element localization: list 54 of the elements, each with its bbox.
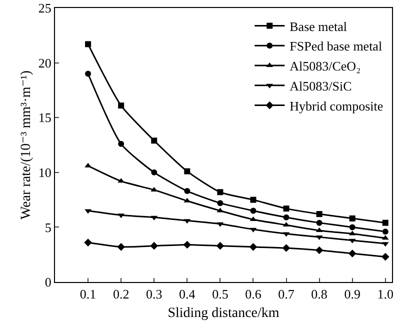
- point: [315, 246, 324, 254]
- legend-label: Base metal: [290, 18, 348, 34]
- legend-label: FSPed base metal: [290, 38, 382, 54]
- point: [184, 188, 190, 194]
- x-tick-label: 0.4: [179, 286, 196, 302]
- point: [216, 242, 224, 250]
- legend-label: Al5083/CeO₂: [290, 58, 361, 74]
- y-tick-label: 15: [38, 110, 52, 126]
- point: [85, 70, 92, 77]
- x-axis-title: Sliding distance/km: [168, 306, 280, 321]
- point: [85, 41, 92, 48]
- point: [217, 200, 224, 206]
- y-axis-title: Wear rate/(10⁻³ mm³·m⁻¹): [19, 70, 34, 220]
- point: [150, 242, 158, 250]
- point: [84, 238, 92, 246]
- x-tick-label: 0.9: [344, 286, 360, 302]
- y-tick-label: 25: [38, 0, 52, 16]
- legend-label: Al5083/SiC: [290, 78, 352, 94]
- point: [348, 250, 356, 258]
- y-tick-label: 5: [44, 220, 52, 235]
- point: [249, 243, 258, 251]
- point: [118, 102, 124, 109]
- point: [282, 244, 290, 252]
- point: [183, 240, 192, 249]
- x-tick-label: 0.5: [212, 286, 228, 302]
- point: [117, 243, 125, 251]
- point: [118, 140, 124, 147]
- x-tick-label: 1.0: [377, 286, 394, 302]
- legend-label: Hybrid composite: [290, 98, 384, 114]
- point: [283, 206, 290, 212]
- point: [283, 214, 290, 220]
- x-tick-label: 0.7: [278, 286, 295, 302]
- point: [151, 169, 158, 176]
- x-tick-label: 0.6: [245, 286, 262, 302]
- point: [349, 215, 356, 222]
- point: [349, 224, 356, 230]
- point: [382, 228, 388, 235]
- point: [184, 168, 190, 174]
- y-tick-label: 0: [44, 274, 52, 290]
- point: [84, 162, 92, 168]
- x-tick-label: 0.1: [80, 286, 96, 302]
- point: [316, 220, 322, 226]
- point: [217, 189, 224, 196]
- point: [250, 208, 256, 214]
- point: [151, 138, 158, 144]
- point: [316, 211, 322, 218]
- y-tick-label: 10: [38, 164, 52, 180]
- x-tick-label: 0.2: [112, 286, 130, 302]
- point: [382, 220, 388, 226]
- point: [381, 252, 390, 261]
- x-tick-label: 0.8: [311, 286, 328, 302]
- point: [250, 196, 256, 203]
- x-tick-label: 0.3: [146, 286, 162, 302]
- y-tick-label: 20: [38, 55, 52, 70]
